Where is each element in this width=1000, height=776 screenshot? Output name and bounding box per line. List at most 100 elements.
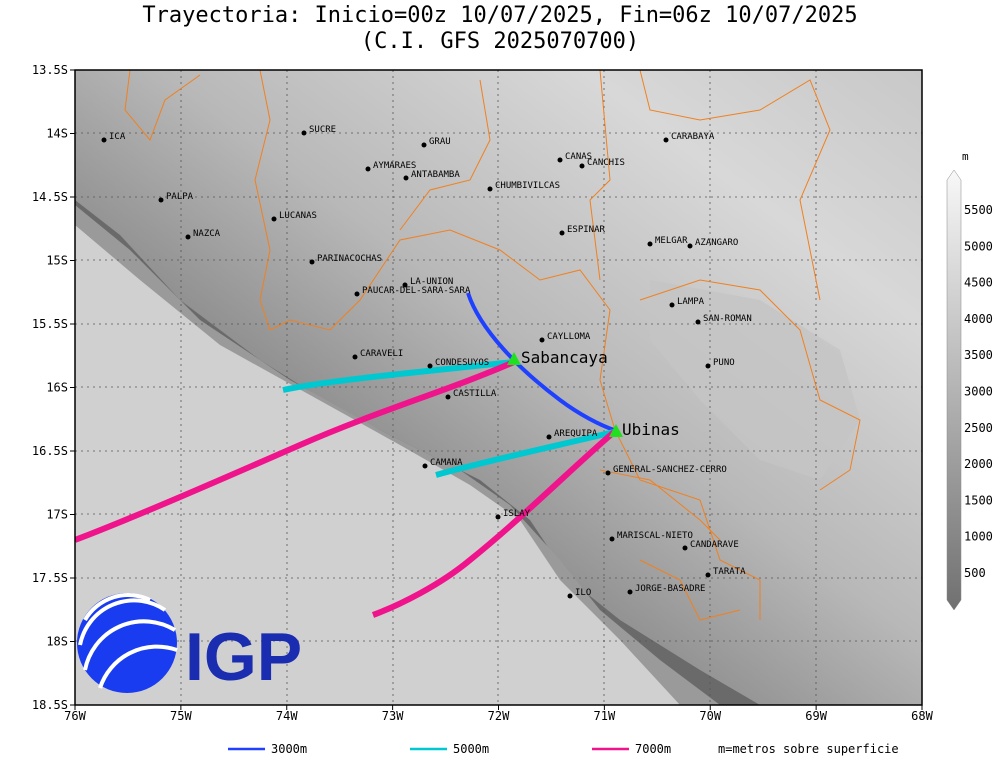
place-dot xyxy=(427,363,433,369)
colorbar-label: 5000 xyxy=(964,239,993,253)
lon-label: 75W xyxy=(170,709,192,723)
place-label: LA-UNION xyxy=(410,277,453,287)
place-label: PAUCAR-DEL-SARA-SARA xyxy=(362,286,471,296)
place-label: SUCRE xyxy=(309,125,336,135)
place-label: CANCHIS xyxy=(587,158,625,168)
legend-label: 3000m xyxy=(271,742,307,756)
place-dot xyxy=(487,186,493,192)
lon-label: 72W xyxy=(488,709,510,723)
trajectory-7000m-sabancaya xyxy=(75,359,516,543)
place-dot xyxy=(687,243,693,249)
place-dot xyxy=(559,230,565,236)
place-label: ANTABAMBA xyxy=(411,170,460,180)
place-label: ILO xyxy=(575,588,591,598)
place-label: AZANGARO xyxy=(695,238,738,248)
place-label: ESPINAR xyxy=(567,225,606,235)
place-dot xyxy=(158,197,164,203)
colorbar-label: 5500 xyxy=(964,203,993,217)
place-label: TARATA xyxy=(713,567,746,577)
colorbar-label: 500 xyxy=(964,566,986,580)
place-dot xyxy=(445,394,451,400)
volcano-marker xyxy=(507,352,521,365)
lat-label: 17S xyxy=(46,508,68,522)
place-label: CAMANA xyxy=(430,458,463,468)
place-label: PUNO xyxy=(713,358,735,368)
colorbar: m 5500 5000 4500 4000 3500 3000 2500 2000 1500 10… xyxy=(946,150,993,611)
colorbar-label: 3500 xyxy=(964,348,993,362)
place-dot xyxy=(354,291,360,297)
title: Trayectoria: Inicio=00z 10/07/2025, Fin=… xyxy=(142,3,857,28)
lat-label: 15S xyxy=(46,254,68,268)
lat-label: 18.5S xyxy=(32,698,68,712)
place-label: AYMARAES xyxy=(373,161,416,171)
lon-label: 74W xyxy=(276,709,298,723)
volcano-label: Ubinas xyxy=(622,420,680,439)
place-dot xyxy=(301,130,307,136)
lat-label: 16.5S xyxy=(32,444,68,458)
place-dot xyxy=(185,234,191,240)
colorbar-label: 4500 xyxy=(964,276,993,290)
place-dot xyxy=(605,470,611,476)
legend-note: m=metros sobre superficie xyxy=(718,742,899,756)
place-dot xyxy=(365,166,371,172)
place-dot xyxy=(271,216,277,222)
place-label: SAN-ROMAN xyxy=(703,314,752,324)
lon-label: 76W xyxy=(64,709,86,723)
place-label: CHUMBIVILCAS xyxy=(495,181,560,191)
place-label: MARISCAL-NIETO xyxy=(617,531,693,541)
legend: 3000m 5000m 7000m m=metros sobre superfi… xyxy=(228,742,899,756)
lat-label: 18S xyxy=(46,635,68,649)
trajectory-7000m-ubinas xyxy=(371,429,616,618)
place-label: NAZCA xyxy=(193,229,221,239)
lon-label: 73W xyxy=(382,709,404,723)
place-label: CONDESUYOS xyxy=(435,358,489,368)
logo-text: IGP xyxy=(185,619,302,695)
place-label: CANAS xyxy=(565,152,592,162)
lat-label: 16S xyxy=(46,381,68,395)
colorbar-label: 2500 xyxy=(964,421,993,435)
trajectory-5000m-sabancaya xyxy=(282,359,515,393)
place-label: PARINACOCHAS xyxy=(317,254,382,264)
legend-label: 7000m xyxy=(635,742,671,756)
place-label: CARABAYA xyxy=(671,132,715,142)
lat-label: 14S xyxy=(46,127,68,141)
lon-label: 69W xyxy=(805,709,827,723)
place-label: GRAU xyxy=(429,137,451,147)
place-label: CAYLLOMA xyxy=(547,332,591,342)
place-label: LAMPA xyxy=(677,297,705,307)
place-dot xyxy=(705,572,711,578)
place-dot xyxy=(422,463,428,469)
volcano-marker xyxy=(609,424,623,437)
colorbar-label: 2000 xyxy=(964,457,993,471)
place-dot xyxy=(403,175,409,181)
place-label: GENERAL-SANCHEZ-CERRO xyxy=(613,465,727,475)
lat-label: 15.5S xyxy=(32,317,68,331)
lon-label: 71W xyxy=(594,709,616,723)
place-dot xyxy=(352,354,358,360)
place-label: CASTILLA xyxy=(453,389,497,399)
place-dot xyxy=(495,514,501,520)
place-label: LUCANAS xyxy=(279,211,317,221)
place-dot xyxy=(609,536,615,542)
trajectory-3000m xyxy=(466,292,615,432)
place-dot xyxy=(421,142,427,148)
place-label: MELGAR xyxy=(655,236,688,246)
lon-label: 70W xyxy=(699,709,721,723)
place-label: AREQUIPA xyxy=(554,429,598,439)
place-dot xyxy=(546,434,552,440)
colorbar-label: 4000 xyxy=(964,312,993,326)
lat-label: 17.5S xyxy=(32,571,68,585)
place-dot xyxy=(695,319,701,325)
place-label: CARAVELI xyxy=(360,349,403,359)
colorbar-label: 1000 xyxy=(964,530,993,544)
place-label: ICA xyxy=(109,132,126,142)
volcano-label: Sabancaya xyxy=(521,348,608,367)
place-dot xyxy=(669,302,675,308)
place-label: PALPA xyxy=(166,192,194,202)
place-dot xyxy=(663,137,669,143)
place-dot xyxy=(627,589,633,595)
place-label: JORGE-BASADRE xyxy=(635,584,705,594)
lat-label: 13.5S xyxy=(32,63,68,77)
